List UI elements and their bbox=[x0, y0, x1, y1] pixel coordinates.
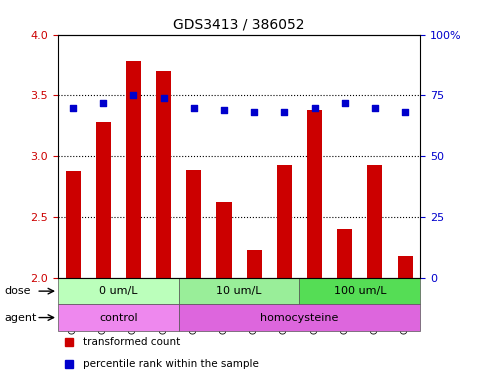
Point bbox=[69, 104, 77, 111]
Text: 10 um/L: 10 um/L bbox=[216, 286, 262, 296]
Point bbox=[190, 104, 198, 111]
Bar bbox=[186, 170, 201, 278]
Bar bbox=[66, 171, 81, 278]
Bar bbox=[96, 122, 111, 278]
Bar bbox=[368, 165, 383, 278]
Point bbox=[341, 99, 349, 106]
Bar bbox=[307, 110, 322, 278]
Bar bbox=[299, 278, 420, 305]
Bar bbox=[216, 202, 231, 278]
Point bbox=[250, 109, 258, 116]
Text: 0 um/L: 0 um/L bbox=[99, 286, 138, 296]
Point bbox=[371, 104, 379, 111]
Bar bbox=[337, 229, 352, 278]
Bar bbox=[179, 305, 420, 331]
Text: percentile rank within the sample: percentile rank within the sample bbox=[84, 359, 259, 369]
Bar bbox=[58, 278, 179, 305]
Text: GDS3413 / 386052: GDS3413 / 386052 bbox=[173, 17, 305, 31]
Bar bbox=[277, 165, 292, 278]
Bar bbox=[247, 250, 262, 278]
Text: 100 um/L: 100 um/L bbox=[334, 286, 386, 296]
Bar bbox=[156, 71, 171, 278]
Bar bbox=[58, 305, 179, 331]
Text: agent: agent bbox=[5, 313, 37, 323]
Point bbox=[99, 99, 107, 106]
Point bbox=[401, 109, 409, 116]
Point bbox=[220, 107, 228, 113]
Point bbox=[281, 109, 288, 116]
Bar bbox=[398, 256, 412, 278]
Text: homocysteine: homocysteine bbox=[260, 313, 339, 323]
Bar bbox=[179, 278, 299, 305]
Text: transformed count: transformed count bbox=[84, 338, 181, 348]
Bar bbox=[126, 61, 141, 278]
Text: control: control bbox=[99, 313, 138, 323]
Point bbox=[129, 92, 137, 98]
Text: dose: dose bbox=[5, 286, 31, 296]
Point bbox=[311, 104, 318, 111]
Point bbox=[160, 95, 168, 101]
